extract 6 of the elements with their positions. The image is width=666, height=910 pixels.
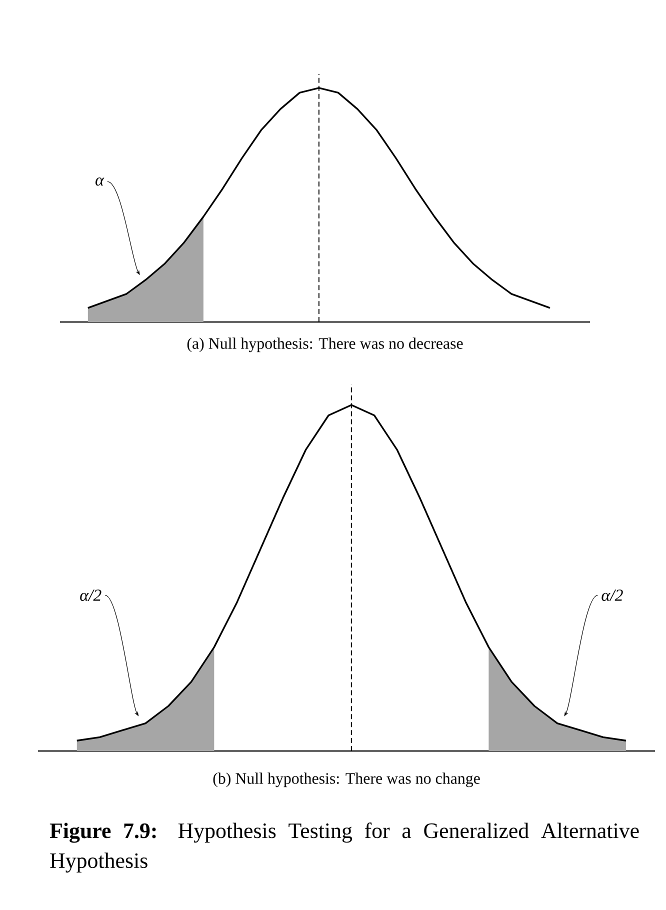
x-axis-title: (b) Null hypothesis: There was no change [213, 772, 480, 788]
annotation: α/2 [602, 590, 623, 601]
annotation: α/2 [80, 590, 102, 601]
text: Figure 7.9: Hypothesis Testing for a Generalized Alternative Hypothesis [50, 822, 639, 873]
x-axis-title: (a) Null hypothesis: There was no decrease [187, 338, 463, 352]
annotation: α [96, 178, 104, 186]
